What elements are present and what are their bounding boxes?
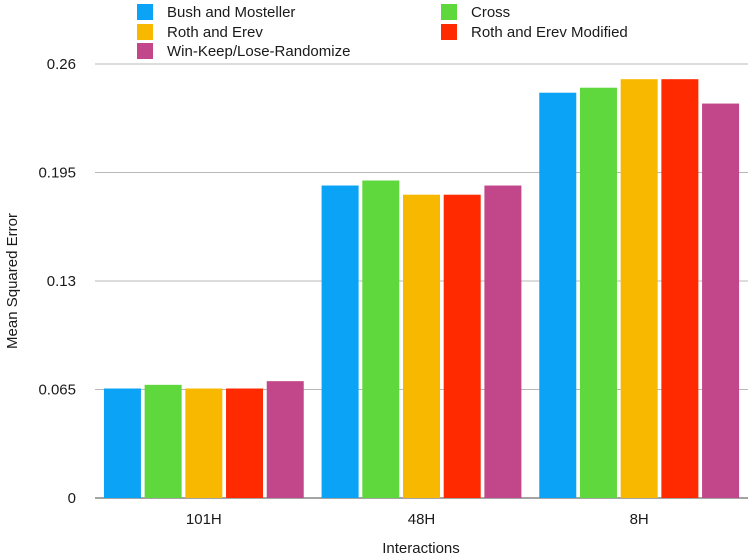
bar bbox=[144, 384, 182, 498]
legend-item-cross: Cross bbox=[441, 3, 510, 21]
y-tick-label: 0 bbox=[68, 490, 76, 507]
legend-label: Win-Keep/Lose-Randomize bbox=[167, 42, 351, 60]
x-tick-label: 101H bbox=[186, 511, 222, 528]
y-axis-label: Mean Squared Error bbox=[4, 213, 21, 349]
legend-swatch bbox=[137, 4, 153, 20]
bar bbox=[185, 388, 223, 498]
x-axis-ticks: 101H 48H 8H bbox=[186, 511, 649, 528]
legend-label: Roth and Erev Modified bbox=[471, 23, 628, 41]
legend-label: Roth and Erev bbox=[167, 23, 263, 41]
y-tick-label: 0.26 bbox=[47, 56, 76, 73]
bar bbox=[579, 87, 617, 499]
bar bbox=[266, 381, 304, 498]
y-tick-label: 0.065 bbox=[38, 382, 76, 399]
bar bbox=[403, 194, 440, 498]
bar bbox=[702, 103, 740, 499]
legend-swatch bbox=[137, 24, 153, 40]
x-tick-label: 48H bbox=[408, 511, 436, 528]
bar bbox=[226, 388, 264, 498]
bar bbox=[620, 79, 658, 498]
bar bbox=[443, 194, 481, 498]
bar bbox=[321, 185, 359, 498]
legend-swatch bbox=[441, 24, 457, 40]
bar bbox=[484, 185, 522, 498]
y-axis-ticks: 0 0.065 0.13 0.195 0.26 bbox=[38, 56, 76, 507]
legend-item-win-keep-lose-randomize: Win-Keep/Lose-Randomize bbox=[137, 42, 350, 60]
legend: Bush and Mosteller Cross Roth and Erev R… bbox=[0, 0, 748, 60]
y-tick-label: 0.195 bbox=[38, 165, 76, 182]
x-tick-label: 8H bbox=[630, 511, 649, 528]
legend-label: Cross bbox=[471, 3, 511, 21]
bar bbox=[539, 92, 577, 499]
bar bbox=[362, 180, 400, 498]
legend-item-roth-erev: Roth and Erev bbox=[137, 23, 263, 41]
bar bbox=[103, 388, 141, 498]
y-tick-label: 0.13 bbox=[47, 273, 76, 290]
legend-swatch bbox=[137, 43, 153, 59]
x-axis-label: Interactions bbox=[382, 540, 460, 557]
legend-swatch bbox=[441, 4, 457, 20]
bar bbox=[661, 79, 699, 498]
legend-label: Bush and Mosteller bbox=[167, 3, 296, 21]
legend-item-bush-mosteller: Bush and Mosteller bbox=[137, 3, 295, 21]
legend-item-roth-erev-modified: Roth and Erev Modified bbox=[441, 23, 628, 41]
bars bbox=[103, 79, 740, 499]
